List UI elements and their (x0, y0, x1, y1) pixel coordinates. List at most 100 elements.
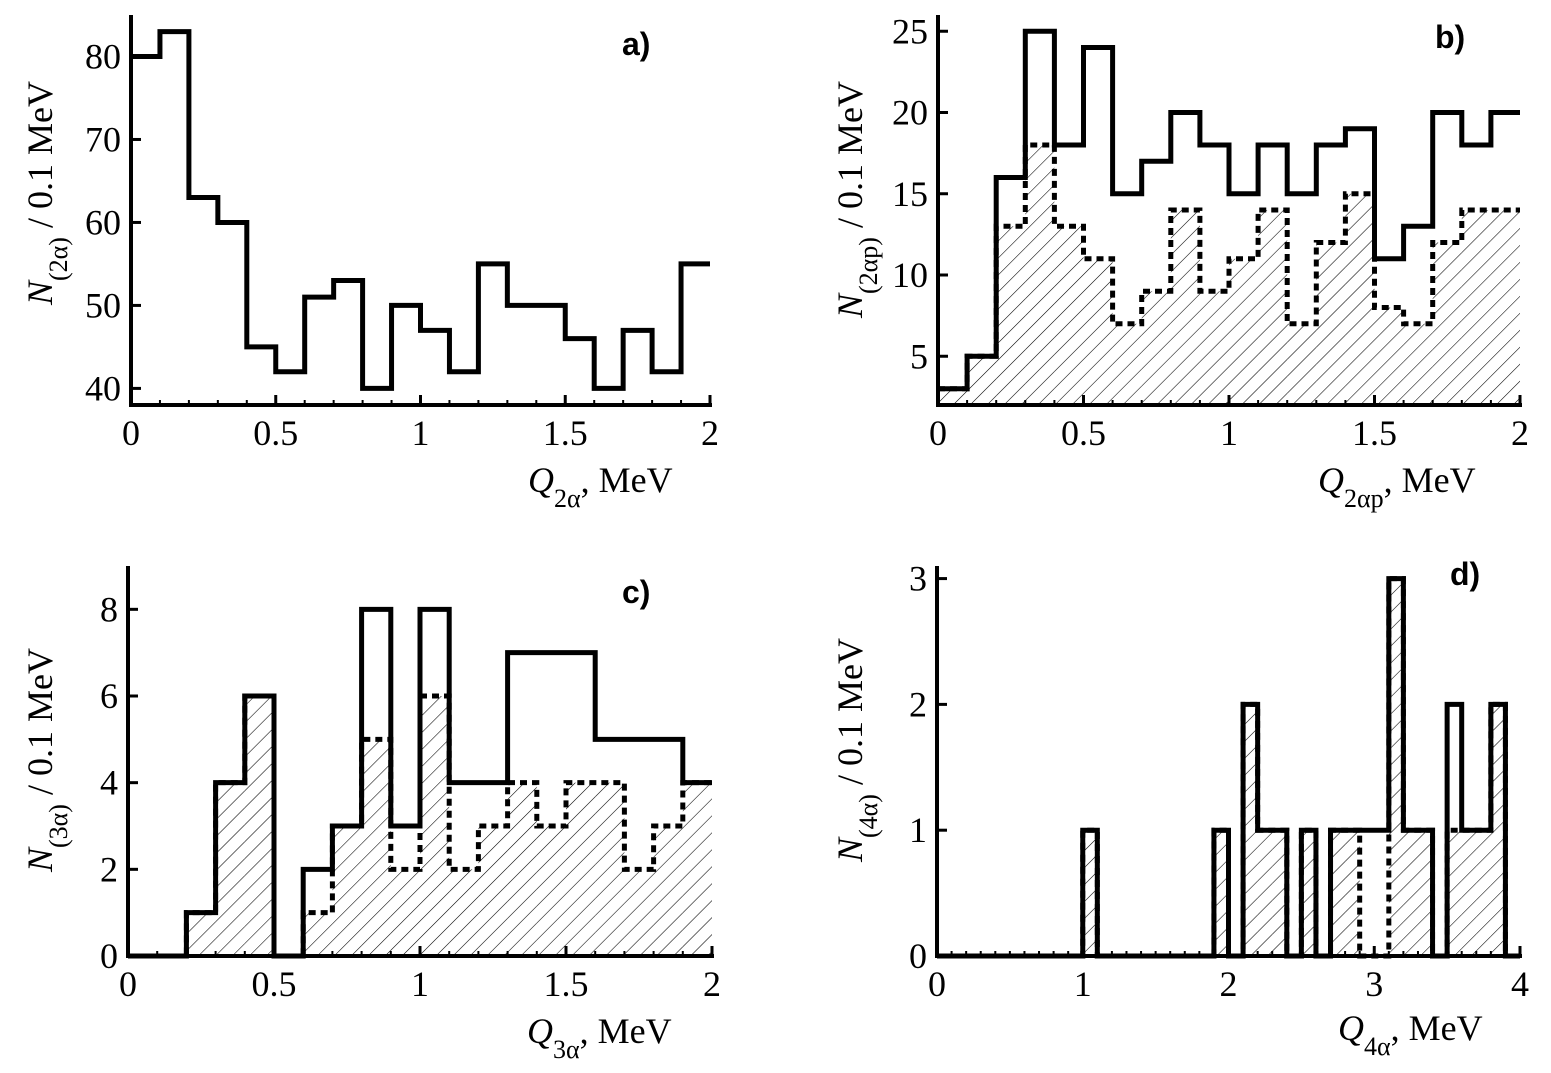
panel-b-y-tick-label: 5 (910, 336, 928, 376)
panel-d-hatched-bin (1257, 830, 1273, 956)
panel-c-all-series-line (128, 606, 712, 959)
panel-d-hatched-bin (1330, 830, 1346, 956)
panel-c-hatched-bin (624, 869, 654, 956)
panel-c-y-tick-label: 6 (100, 676, 118, 716)
panel-d-hatched-bin (1243, 704, 1258, 956)
panel-c-hatched-bin (595, 782, 625, 956)
panel-d-x-axis-title: Q4α, MeV (1338, 1008, 1483, 1061)
panel-b-x-tick-label: 2 (1511, 413, 1529, 453)
panel-d: 0 1 2 3 4 0 1 2 3 d) Q4α, MeV N(4α) / 0.1 MeV (830, 556, 1529, 1061)
panel-a-plot (131, 29, 710, 391)
panel-d-hatched-bin (1490, 704, 1506, 956)
panel-b-hatched-bin (1461, 210, 1491, 405)
panel-c-hatched-bin (361, 739, 391, 956)
panel-d-hatched-bin (1447, 830, 1462, 956)
panel-c-hatched-bin (215, 782, 245, 956)
panel-b-hatched-bin (1229, 258, 1259, 405)
panel-a-x-tick-label: 2 (701, 413, 719, 453)
panel-b-hatched-bin (967, 356, 997, 405)
panel-d-axes: 0 1 2 3 4 0 1 2 3 (909, 559, 1529, 1004)
panel-d-x-tick-label: 2 (1220, 964, 1238, 1004)
panel-a-x-tick-label: 1.5 (543, 413, 588, 453)
panel-c-x-tick-label: 1.5 (544, 964, 589, 1004)
panel-b-x-tick-label: 1.5 (1352, 413, 1397, 453)
panel-c-hatched-bin (303, 912, 333, 956)
panel-a-x-tick-label: 0 (122, 413, 140, 453)
panel-c-hatched-bin (449, 869, 479, 956)
panel-d-label: d) (1450, 556, 1480, 592)
panel-c-y-tick-label: 2 (100, 849, 118, 889)
panel-c-y-tick-label: 0 (100, 936, 118, 976)
panel-b-label: b) (1435, 19, 1465, 55)
panel-b-hatched-bin (1432, 242, 1462, 405)
panel-d-y-tick-label: 2 (909, 684, 927, 724)
panel-c-y-tick-label: 8 (100, 589, 118, 629)
panel-c-hatched-bin (332, 826, 362, 956)
panel-b-hatched-bin (1083, 258, 1113, 405)
panel-a-y-tick-label: 60 (85, 202, 121, 242)
panel-b-hatched-bin (938, 388, 968, 405)
panel-d-hatched-bin (1213, 830, 1229, 956)
panel-c-y-tick-label: 4 (100, 763, 118, 803)
panel-c-hatched-bin (507, 782, 537, 956)
panel-b-hatched-bin (1054, 226, 1084, 405)
panel-b-hatched-bin (1490, 210, 1520, 405)
panel-a-y-tick-label: 70 (85, 119, 121, 159)
panel-c-hatched-bin (390, 869, 420, 956)
panel-c-x-tick-label: 2 (703, 964, 721, 1004)
panel-d-y-axis-title: N(4α) / 0.1 MeV (830, 638, 883, 863)
panel-b-hatched-bin (1287, 323, 1317, 405)
panel-b-hatched-bin (1112, 323, 1142, 405)
panel-b-x-axis-title: Q2αp, MeV (1318, 460, 1476, 513)
panel-a-label: a) (622, 26, 650, 62)
panel-d-hatched-bin (1476, 830, 1491, 956)
panel-a-y-tick-label: 50 (85, 285, 121, 325)
panel-a-y-tick-label: 40 (85, 368, 121, 408)
panel-a-y-tick-label: 80 (85, 36, 121, 76)
panel-c-hatched-bin (478, 826, 508, 956)
panel-c-x-tick-label: 1 (411, 964, 429, 1004)
panel-b-hatched-bin (1403, 323, 1433, 405)
panel-d-hatched-bin (1388, 578, 1404, 956)
panel-b-selected-series-line (938, 142, 1520, 392)
panel-d-hatched-bin (1345, 830, 1360, 956)
panel-d-hatched-bin (1301, 830, 1316, 956)
panel-d-y-tick-label: 3 (909, 559, 927, 599)
panel-c-hatched-bin (682, 782, 712, 956)
panel-a: 0 0.5 1 1.5 2 40 50 60 70 80 a) Q2α, MeV N(2α) / … (20, 15, 719, 513)
panel-a-axes: 0 0.5 1 1.5 2 40 50 60 70 80 (85, 15, 719, 453)
panel-d-x-tick-label: 3 (1365, 964, 1383, 1004)
panel-c-y-axis-title: N(3α) / 0.1 MeV (20, 648, 73, 873)
panel-b-hatched-bin (1141, 291, 1171, 405)
panel-b-y-tick-label: 15 (892, 174, 928, 214)
panel-d-hatched-bin (1461, 830, 1477, 956)
panel-d-y-tick-label: 1 (909, 810, 927, 850)
panel-c-hatched-bin (653, 826, 683, 956)
panel-b-hatched-bin (1199, 291, 1229, 405)
panel-c-hatched-bin (536, 826, 566, 956)
panel-b-hatched-bin (1345, 193, 1375, 405)
panel-c-hatched-bin (186, 912, 216, 956)
panel-c-x-tick-label: 0 (119, 964, 137, 1004)
panel-d-y-tick-label: 0 (909, 936, 927, 976)
panel-b-y-axis-title: N(2αp) / 0.1 MeV (830, 81, 883, 319)
panel-b-plot (938, 28, 1520, 405)
panel-b-x-tick-label: 0 (929, 413, 947, 453)
panel-b-x-tick-label: 0.5 (1061, 413, 1106, 453)
panel-c-label: c) (622, 574, 650, 610)
panel-a-x-axis-title: Q2α, MeV (528, 460, 673, 513)
panel-b-hatched-bin (1025, 145, 1055, 405)
panel-d-hatched-bin (1272, 830, 1287, 956)
panel-b-hatched-bin (1258, 210, 1288, 405)
panel-c-plot (128, 606, 712, 959)
panel-b-all-series-line (938, 28, 1520, 392)
panel-d-x-tick-label: 4 (1511, 964, 1529, 1004)
panel-b-x-tick-label: 1 (1220, 413, 1238, 453)
panel-d-hatched-bin (1417, 830, 1433, 956)
panel-d-x-tick-label: 0 (928, 964, 946, 1004)
panel-a-x-tick-label: 0.5 (253, 413, 298, 453)
panel-b-hatched-bin (996, 226, 1026, 405)
